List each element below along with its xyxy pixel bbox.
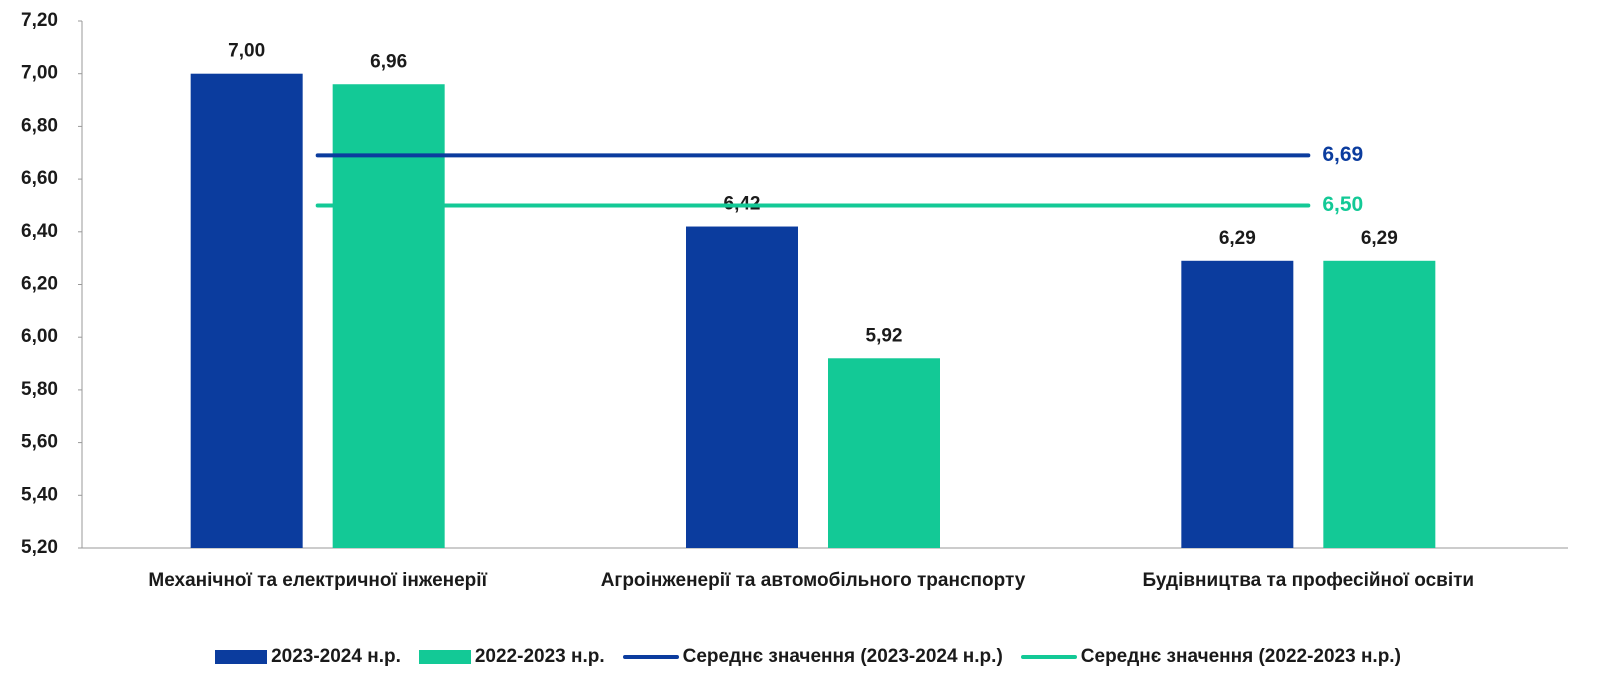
bar [828,358,940,548]
legend-item: 2022-2023 н.р. [418,646,605,668]
y-tick-label: 7,00 [21,63,58,84]
y-tick-label: 6,00 [21,326,58,347]
y-tick-label: 5,40 [21,484,58,505]
y-tick-label: 6,60 [21,168,58,189]
bar [1323,260,1436,548]
y-tick-label: 6,20 [21,274,58,295]
legend-label: 2022-2023 н.р. [474,646,605,667]
legend-item: Середнє значення (2023-2024 н.р.) [622,646,1003,668]
bar [686,226,798,548]
x-tick-label: Будівництва та професійної освіти [1142,570,1475,591]
y-tick-label: 6,80 [21,115,58,136]
data-label: 7,00 [228,41,265,62]
data-label: 6,29 [1361,228,1398,249]
legend: 2023-2024 н.р. 2022-2023 н.р. Середнє знач… [0,646,1616,668]
x-tick-label: Механічної та електричної інженерії [148,570,487,591]
legend-label: 2023-2024 н.р. [271,646,401,667]
bar [332,84,445,549]
data-label: 6,29 [1219,228,1256,249]
bar [1181,260,1294,548]
y-tick-label: 5,20 [21,537,58,558]
legend-item: Середнє значення (2022-2023 н.р.) [1020,646,1401,668]
y-tick-label: 5,80 [21,379,58,400]
y-tick-label: 7,20 [21,10,58,31]
legend-item: 2023-2024 н.р. [215,646,401,668]
legend-label: Середнє значення (2023-2024 н.р.) [682,646,1003,667]
y-tick-label: 5,60 [21,432,58,453]
data-label: 6,96 [370,51,407,72]
bar [190,73,303,548]
legend-label: Середнє значення (2022-2023 н.р.) [1080,646,1401,667]
legend-swatch [215,650,268,664]
average-label: 6,50 [1322,193,1363,216]
data-label: 5,92 [866,325,903,346]
legend-swatch [1020,655,1077,659]
average-label: 6,69 [1322,143,1363,166]
y-tick-label: 6,40 [21,221,58,242]
x-tick-label: Агроінженерії та автомобільного транспор… [600,570,1026,591]
legend-swatch [622,655,679,659]
legend-swatch [418,650,471,664]
